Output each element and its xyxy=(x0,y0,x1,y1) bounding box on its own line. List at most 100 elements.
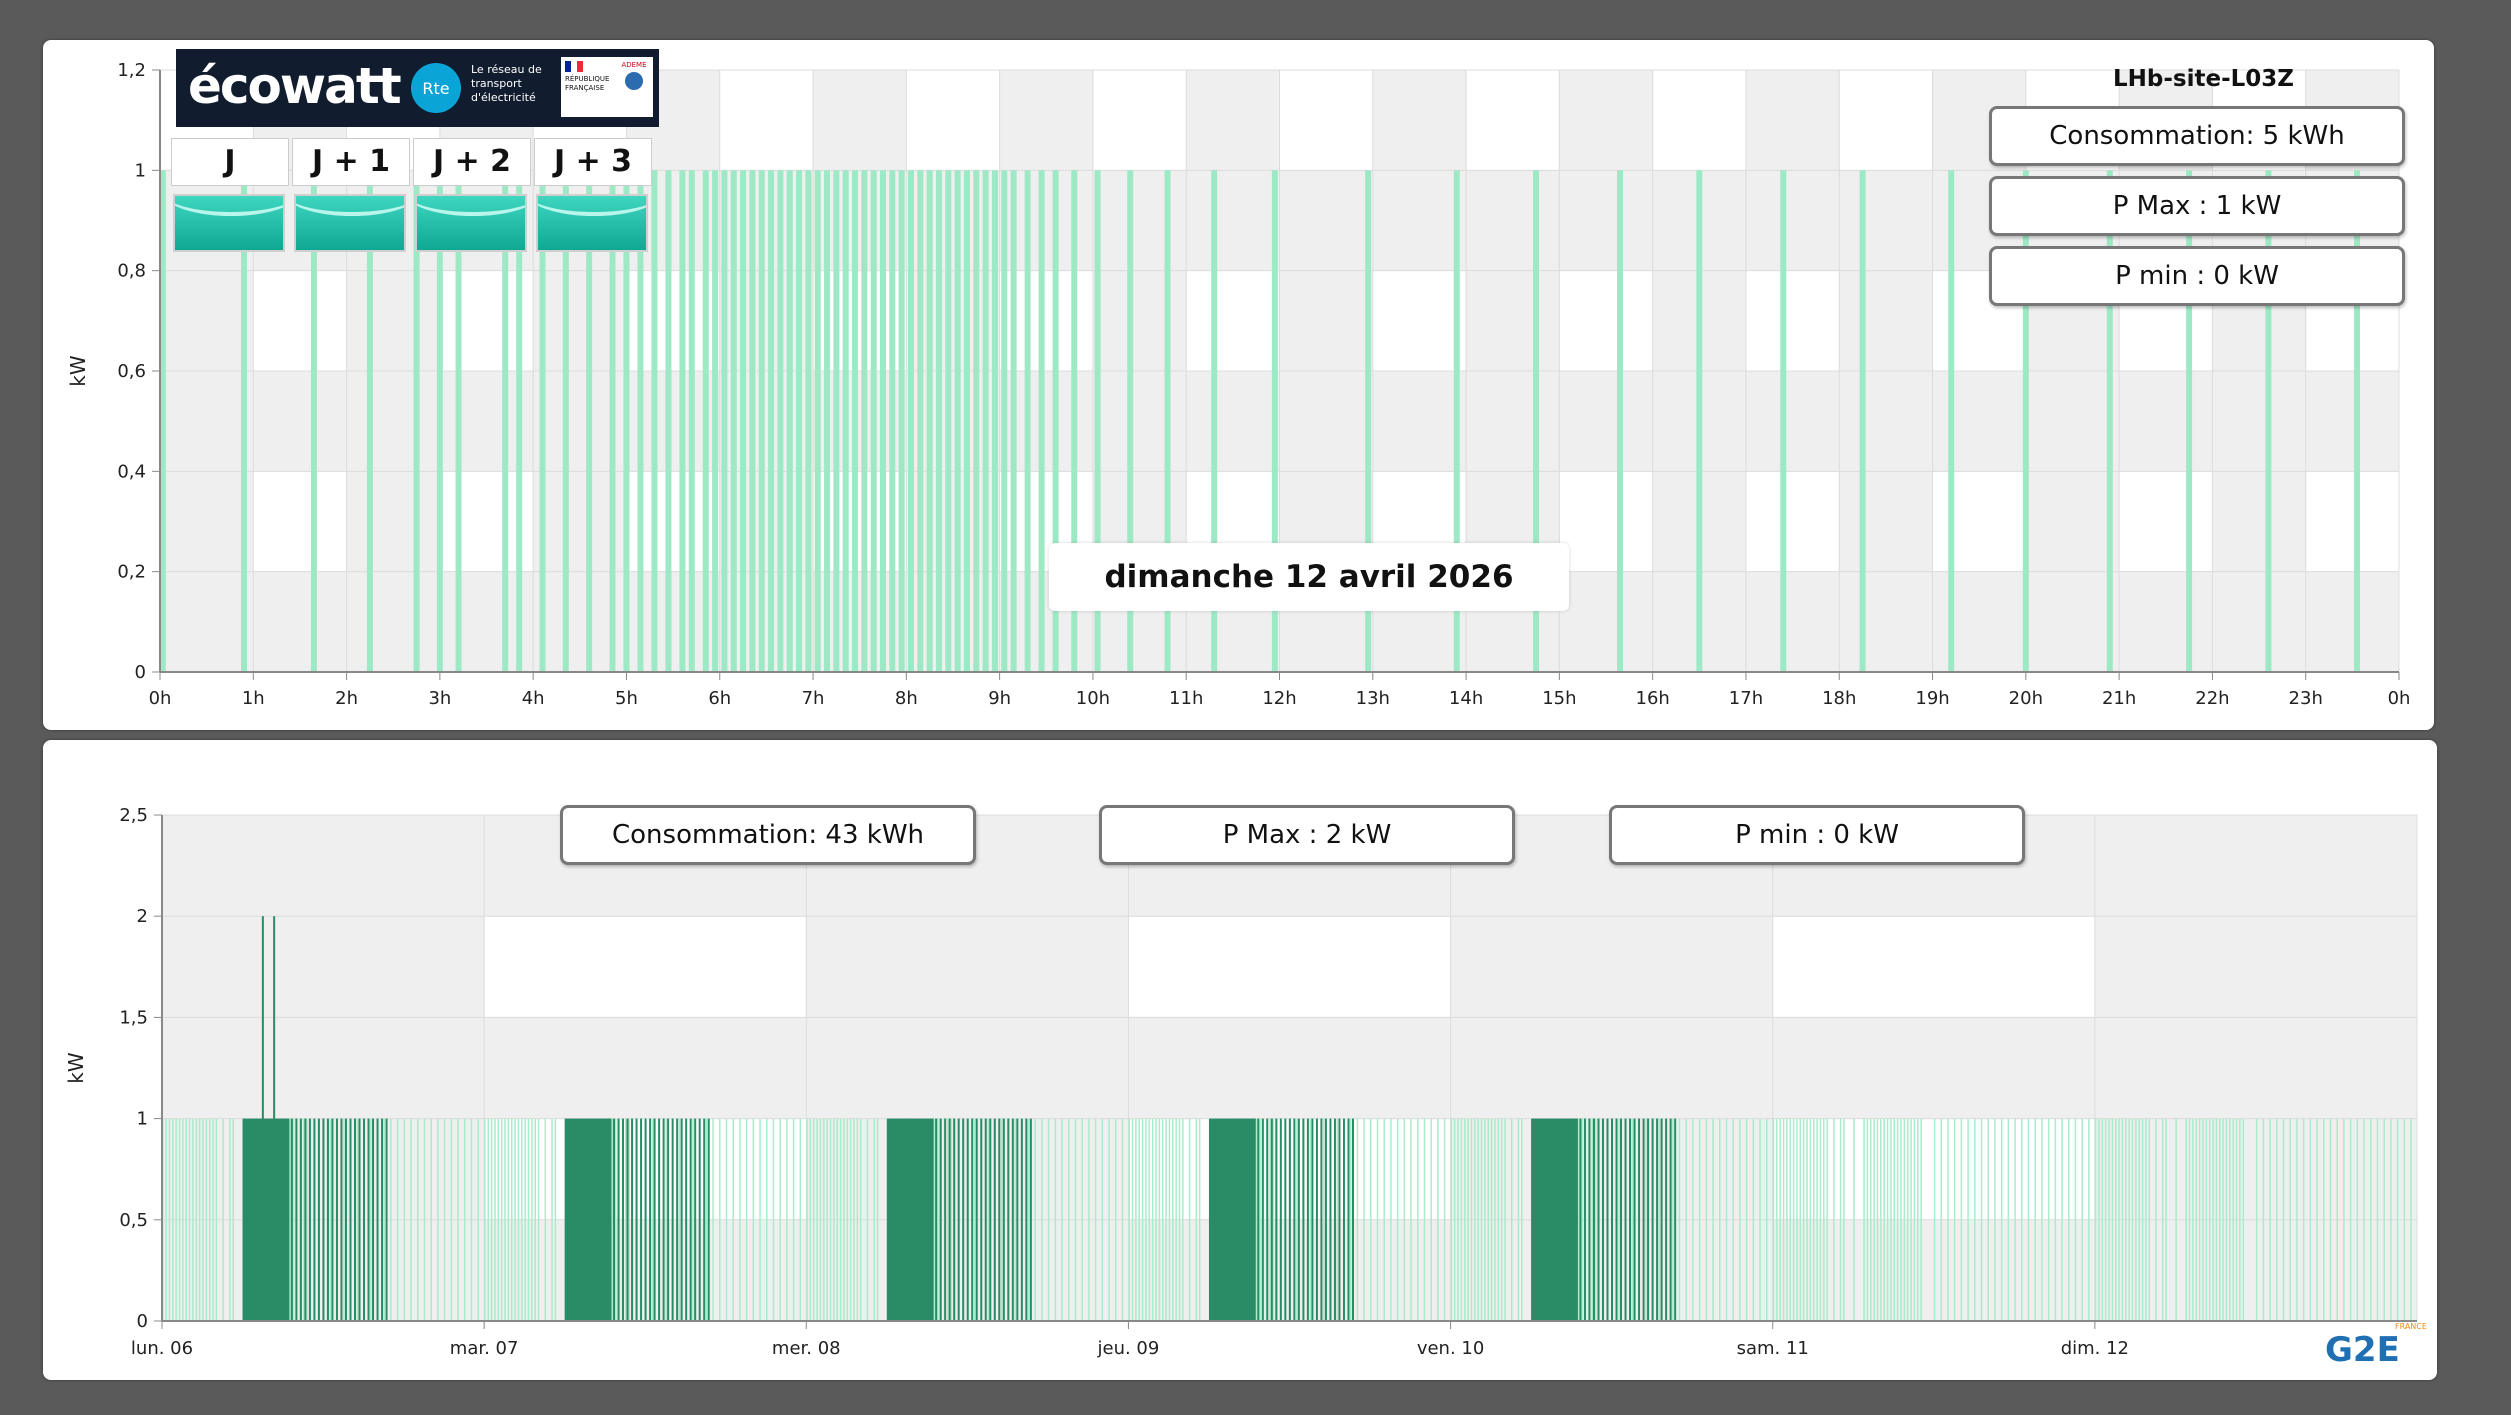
consumption-bar xyxy=(2296,1118,2298,1321)
consumption-bar xyxy=(2316,1118,2318,1321)
consumption-bar xyxy=(410,1118,412,1321)
consumption-bar xyxy=(849,1118,852,1321)
consumption-bar-dark xyxy=(1579,1118,1582,1321)
consumption-bar-dark xyxy=(886,1118,889,1321)
consumption-bar xyxy=(816,1118,818,1321)
consumption-bar xyxy=(954,170,961,673)
ecowatt-day-j1: J + 1 xyxy=(292,138,410,258)
grid-band xyxy=(1745,371,1840,472)
grid-band xyxy=(806,916,1129,1018)
consumption-bar xyxy=(1802,1118,1805,1321)
grid-band xyxy=(1839,371,1933,472)
grid-band xyxy=(1772,1017,2095,1119)
x-tick-label: 23h xyxy=(2289,688,2323,709)
consumption-bar xyxy=(1658,1118,1661,1321)
consumption-bar-dark xyxy=(604,1118,607,1321)
consumption-bar-dark xyxy=(595,1118,598,1321)
consumption-bar xyxy=(516,170,523,673)
consumption-bar xyxy=(692,1118,694,1321)
consumption-bar xyxy=(2356,1118,2359,1321)
x-tick-label: 6h xyxy=(708,688,731,709)
consumption-bar xyxy=(721,170,728,673)
x-tick-label: 12h xyxy=(1262,688,1296,709)
consumption-bar xyxy=(1309,1118,1312,1321)
consumption-bar-dark xyxy=(927,1118,930,1321)
consumption-bar-dark xyxy=(1574,1118,1577,1321)
consumption-bar xyxy=(1490,1118,1493,1321)
grid-band xyxy=(160,371,254,472)
grid-band xyxy=(346,571,440,672)
consumption-bar-dark xyxy=(317,1118,320,1321)
consumption-bar-dark xyxy=(1674,1118,1677,1321)
consumption-bar-dark xyxy=(1562,1118,1565,1321)
consumption-bar xyxy=(819,1118,822,1321)
consumption-bar xyxy=(665,1118,667,1321)
consumption-bar xyxy=(229,1118,231,1321)
consumption-bar xyxy=(2098,1118,2100,1321)
consumption-bar xyxy=(2376,1118,2379,1321)
consumption-bar xyxy=(1521,1118,1523,1321)
consumption-bar xyxy=(487,1118,489,1321)
grid-band xyxy=(1186,371,1280,472)
x-tick-label: 13h xyxy=(1356,688,1390,709)
consumption-bar-dark xyxy=(635,1118,638,1321)
consumption-bar xyxy=(403,1118,406,1321)
consumption-bar xyxy=(1148,1118,1151,1321)
consumption-bar-dark xyxy=(304,1118,307,1321)
consumption-bar-dark xyxy=(1329,1118,1332,1321)
consumption-bar xyxy=(165,1118,167,1321)
consumption-bar xyxy=(2138,1118,2140,1321)
consumption-bar xyxy=(1873,1118,1875,1321)
grid-band xyxy=(1092,371,1187,472)
consumption-bar-dark xyxy=(930,1118,933,1321)
consumption-bar xyxy=(514,1118,516,1321)
consumption-bar-dark xyxy=(566,1118,569,1321)
grid-band xyxy=(1839,571,1933,672)
consumption-bar xyxy=(2212,1118,2214,1321)
consumption-bar-dark xyxy=(1244,1118,1247,1321)
consumption-bar xyxy=(806,1118,808,1321)
consumption-bar xyxy=(172,1118,174,1321)
consumption-bar-dark xyxy=(1535,1118,1538,1321)
consumption-bar-dark xyxy=(1558,1118,1561,1321)
ecowatt-day-label: J xyxy=(171,138,289,186)
consumption-bar xyxy=(623,170,630,673)
consumption-bar-dark xyxy=(264,1118,267,1321)
consumption-bar xyxy=(390,1118,392,1321)
consumption-bar xyxy=(1271,170,1278,673)
consumption-bar xyxy=(2000,1118,2003,1321)
consumption-bar-dark xyxy=(250,1118,253,1321)
grid-band xyxy=(1932,471,2026,572)
consumption-bar xyxy=(2068,1118,2070,1321)
consumption-bar xyxy=(651,170,658,673)
weekly-pmin-box: P min : 0 kW xyxy=(1609,805,2025,865)
consumption-bar xyxy=(1792,1118,1795,1321)
consumption-bar-dark xyxy=(676,1118,679,1321)
grid-band xyxy=(1932,571,2026,672)
consumption-bar xyxy=(1780,170,1787,673)
consumption-bar-dark xyxy=(894,1118,897,1321)
consumption-bar xyxy=(2022,170,2029,673)
consumption-bar-dark xyxy=(1266,1118,1269,1321)
consumption-bar xyxy=(973,170,980,673)
consumption-bar xyxy=(185,1118,187,1321)
consumption-bar xyxy=(1883,1118,1885,1321)
consumption-bar xyxy=(292,1118,295,1321)
consumption-bar xyxy=(1967,1118,1969,1321)
consumption-bar xyxy=(2185,1118,2187,1321)
ecowatt-day-label: J + 2 xyxy=(413,138,531,186)
consumption-bar xyxy=(1365,170,1372,673)
consumption-bar xyxy=(1417,1118,1419,1321)
consumption-bar xyxy=(991,170,998,673)
consumption-bar xyxy=(1933,1118,1936,1321)
consumption-bar xyxy=(2195,1118,2198,1321)
consumption-bar-dark xyxy=(1279,1118,1282,1321)
grid-band xyxy=(253,571,347,672)
consumption-bar-dark xyxy=(1302,1118,1305,1321)
grid-band xyxy=(346,371,440,472)
ecowatt-signal-green xyxy=(294,194,406,252)
consumption-bar xyxy=(1913,1118,1916,1321)
consumption-bar xyxy=(1980,1118,1983,1321)
consumption-bar xyxy=(950,1118,953,1321)
consumption-bar xyxy=(484,1118,486,1321)
